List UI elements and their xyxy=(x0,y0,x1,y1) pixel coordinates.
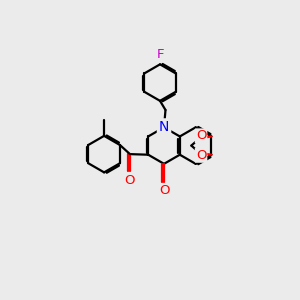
Text: N: N xyxy=(159,120,169,134)
Text: F: F xyxy=(156,48,164,62)
Text: O: O xyxy=(196,129,206,142)
Text: O: O xyxy=(196,149,206,162)
Text: O: O xyxy=(125,174,135,187)
Text: O: O xyxy=(159,184,169,197)
